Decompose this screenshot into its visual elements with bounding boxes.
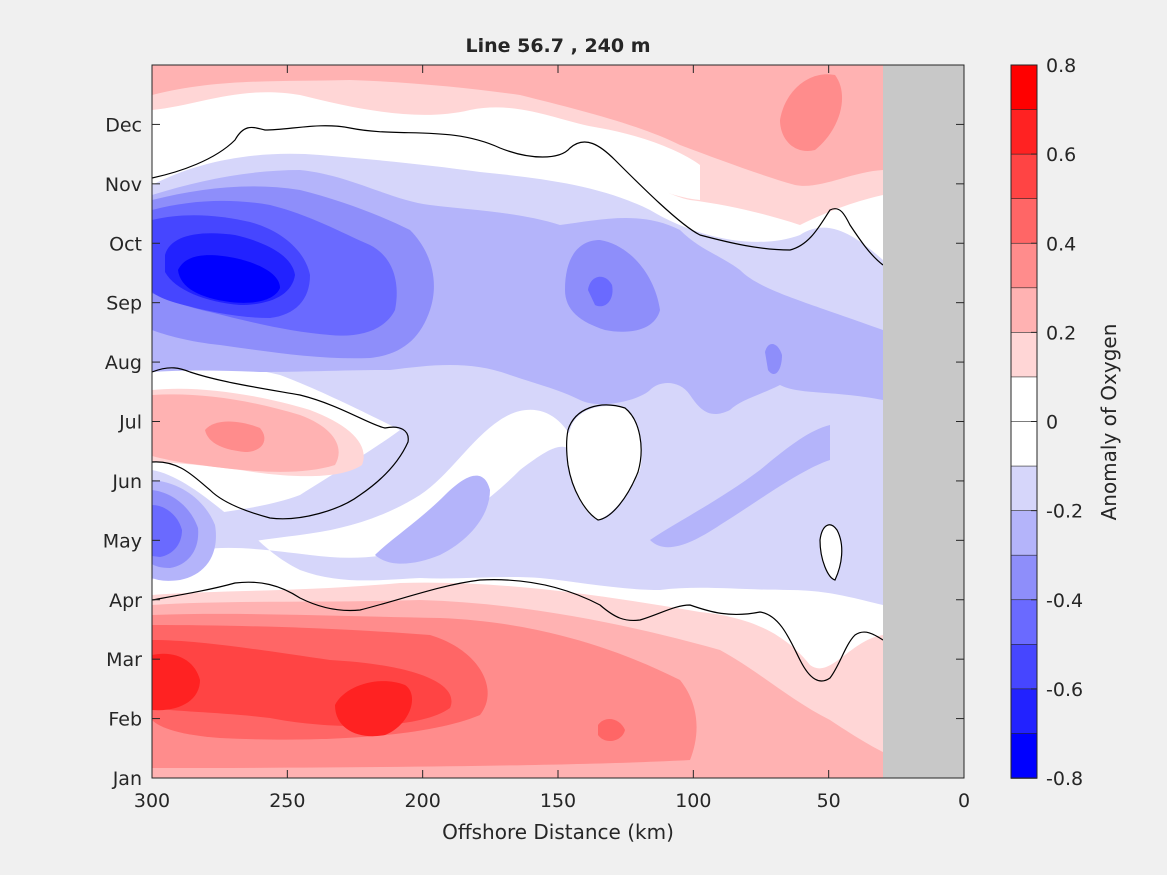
colorbar-level: [1010, 554, 1038, 601]
colorbar-level: [1010, 332, 1038, 378]
positive-spot-feb-130: [598, 718, 625, 742]
x-tick-label: 100: [675, 790, 711, 812]
x-axis-label: Offshore Distance (km): [442, 820, 674, 844]
colorbar-tick-label: -0.8: [1046, 768, 1083, 790]
y-tick-label: Sep: [106, 293, 142, 315]
x-tick-label: 300: [134, 790, 170, 812]
chart-title: Line 56.7 , 240 m: [465, 35, 650, 57]
colorbar-tick-label: -0.2: [1046, 501, 1083, 523]
x-axis: 300 250 200 150 100 50 0: [134, 65, 970, 812]
colorbar-level: [1010, 644, 1038, 690]
colorbar-ticks: 0.8 0.6 0.4 0.2 0 -0.2 -0.4 -0.6 -0.8: [1031, 55, 1083, 790]
negative-spot-aug-70: [765, 344, 782, 375]
negative-band-spring-l5: [152, 505, 182, 557]
colorbar-level: [1010, 599, 1038, 646]
zero-contour-jun-135: [565, 404, 642, 521]
colorbar-level: [1010, 287, 1038, 334]
positive-band-jul-l3: [205, 421, 265, 452]
colorbar-level: [1010, 242, 1038, 289]
y-tick-label: Jul: [118, 412, 142, 434]
y-tick-label: Oct: [109, 233, 142, 255]
zero-contour-may-50: [819, 524, 843, 581]
contour-field: [152, 65, 964, 778]
white-hole-may-50: [820, 524, 842, 580]
colorbar-tick-label: 0.6: [1046, 144, 1076, 166]
y-axis: Jan Feb Mar Apr May Jun Jul Aug Sep Oct Nov Dec: [103, 114, 964, 790]
zero-contours: [152, 125, 884, 682]
x-tick-label: 250: [269, 790, 305, 812]
negative-band-spring-l1: [152, 446, 883, 605]
x-tick-label: 0: [958, 790, 970, 812]
colorbar-level: [1010, 198, 1038, 245]
y-tick-label: Aug: [105, 352, 142, 374]
colorbar-tick-label: 0.8: [1046, 55, 1076, 77]
colorbar-label: Anomaly of Oxygen: [1097, 324, 1121, 521]
colorbar-level: [1010, 465, 1038, 512]
x-tick-label: 200: [405, 790, 441, 812]
y-tick-label: Mar: [106, 649, 142, 671]
colorbar-level: [1010, 376, 1038, 423]
y-tick-label: Dec: [105, 114, 142, 136]
zero-contour-aug: [152, 367, 409, 520]
no-data-region: [883, 65, 964, 778]
colorbar-level: [1010, 153, 1038, 200]
colorbar-tick-label: -0.4: [1046, 590, 1083, 612]
negative-core-sep: [178, 255, 280, 303]
positive-band-dec-l2: [152, 65, 883, 186]
colorbar-level: [1010, 510, 1038, 556]
white-gap-dec: [152, 92, 700, 200]
x-tick-label: 50: [817, 790, 841, 812]
y-tick-label: May: [103, 530, 142, 552]
colorbar-tick-label: 0.2: [1046, 322, 1076, 344]
colorbar-level: [1010, 64, 1038, 111]
colorbar-tick-label: 0.4: [1046, 233, 1076, 255]
colorbar-level: [1010, 733, 1038, 779]
y-tick-label: Nov: [105, 174, 142, 196]
y-tick-label: Feb: [108, 709, 142, 731]
y-tick-label: Apr: [109, 590, 142, 612]
colorbar-level: [1010, 421, 1038, 467]
x-tick-label: 150: [540, 790, 576, 812]
negative-spot-sep-130: [588, 276, 613, 307]
positive-core-winter: [152, 653, 413, 737]
y-tick-label: Jan: [112, 768, 142, 790]
zero-contour-apr: [152, 579, 884, 682]
negative-band-spring-l2: [375, 425, 830, 564]
zero-contour-dec: [152, 125, 884, 266]
colorbar-level: [1010, 109, 1038, 155]
colorbar-tick-label: -0.6: [1046, 679, 1083, 701]
colorbar-tick-label: 0: [1046, 412, 1058, 434]
y-tick-label: Jun: [111, 471, 142, 493]
white-hole-jun-135: [566, 406, 642, 520]
positive-band-dec-l3: [780, 74, 843, 151]
colorbar-level: [1010, 688, 1038, 735]
